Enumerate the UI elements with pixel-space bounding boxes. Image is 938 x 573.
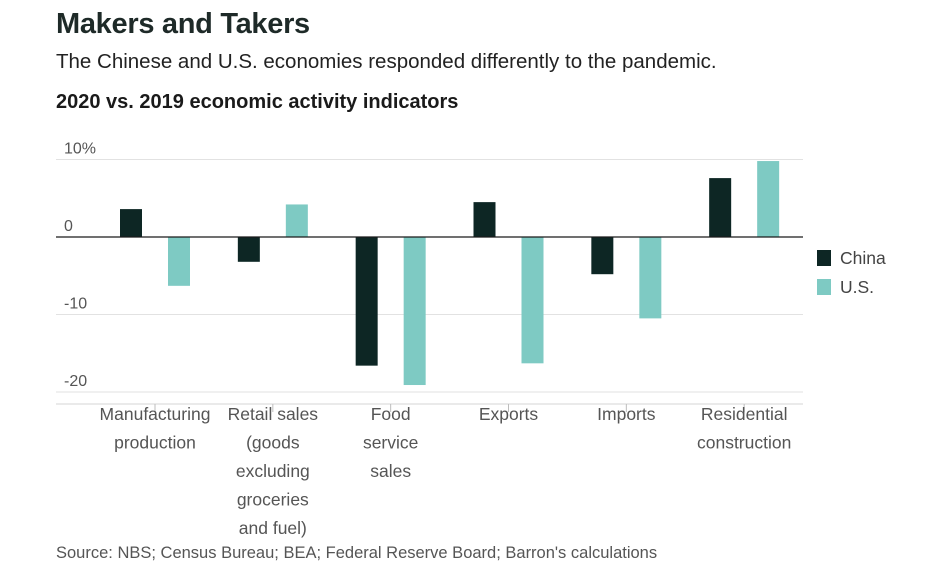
bar-china-0 <box>120 209 142 237</box>
y-tick-label: 10% <box>64 141 96 158</box>
category-label: production <box>114 433 196 453</box>
category-label: Retail sales <box>228 404 319 424</box>
page-subtitle: The Chinese and U.S. economies responded… <box>56 50 717 73</box>
page-title: Makers and Takers <box>56 8 310 40</box>
legend: China U.S. <box>817 248 886 297</box>
legend-swatch-us <box>817 279 831 295</box>
category-label: Food <box>371 404 411 424</box>
axes <box>56 236 803 412</box>
source-note: Source: NBS; Census Bureau; BEA; Federal… <box>56 544 658 562</box>
legend-label: U.S. <box>840 277 874 297</box>
bar-china-3 <box>473 202 496 237</box>
bar-china-1 <box>237 237 260 262</box>
y-axis-ticks: 10% 0 -10 -20 <box>64 141 96 391</box>
category-label: construction <box>697 433 791 453</box>
category-label: and fuel) <box>239 518 307 538</box>
bar-china-2 <box>355 237 378 366</box>
bar-us-5 <box>757 161 780 237</box>
category-label: (goods <box>246 433 300 453</box>
category-label: excluding <box>236 461 310 481</box>
y-tick-label: -20 <box>64 373 87 390</box>
category-label: groceries <box>237 490 309 510</box>
bar-china-5 <box>709 178 732 237</box>
chart-title: 2020 vs. 2019 economic activity indicato… <box>56 91 459 113</box>
category-label: Manufacturing <box>100 404 211 424</box>
category-label: sales <box>370 461 411 481</box>
y-tick-label: -10 <box>64 296 87 313</box>
bar-us-1 <box>285 204 308 237</box>
legend-label: China <box>840 248 886 268</box>
gridlines <box>56 159 803 393</box>
bars <box>120 161 780 386</box>
category-label: Exports <box>479 404 539 424</box>
category-label: Imports <box>597 404 656 424</box>
category-label: service <box>363 433 418 453</box>
y-tick-label: 0 <box>64 218 73 235</box>
bar-us-0 <box>168 237 190 286</box>
legend-swatch-china <box>817 250 831 266</box>
bar-us-2 <box>403 237 426 386</box>
category-labels: Manufacturing production Retail sales (good… <box>100 404 792 538</box>
bar-us-3 <box>521 237 544 364</box>
bar-us-4 <box>639 237 662 319</box>
category-label: Residential <box>701 404 788 424</box>
bar-china-4 <box>591 237 614 275</box>
